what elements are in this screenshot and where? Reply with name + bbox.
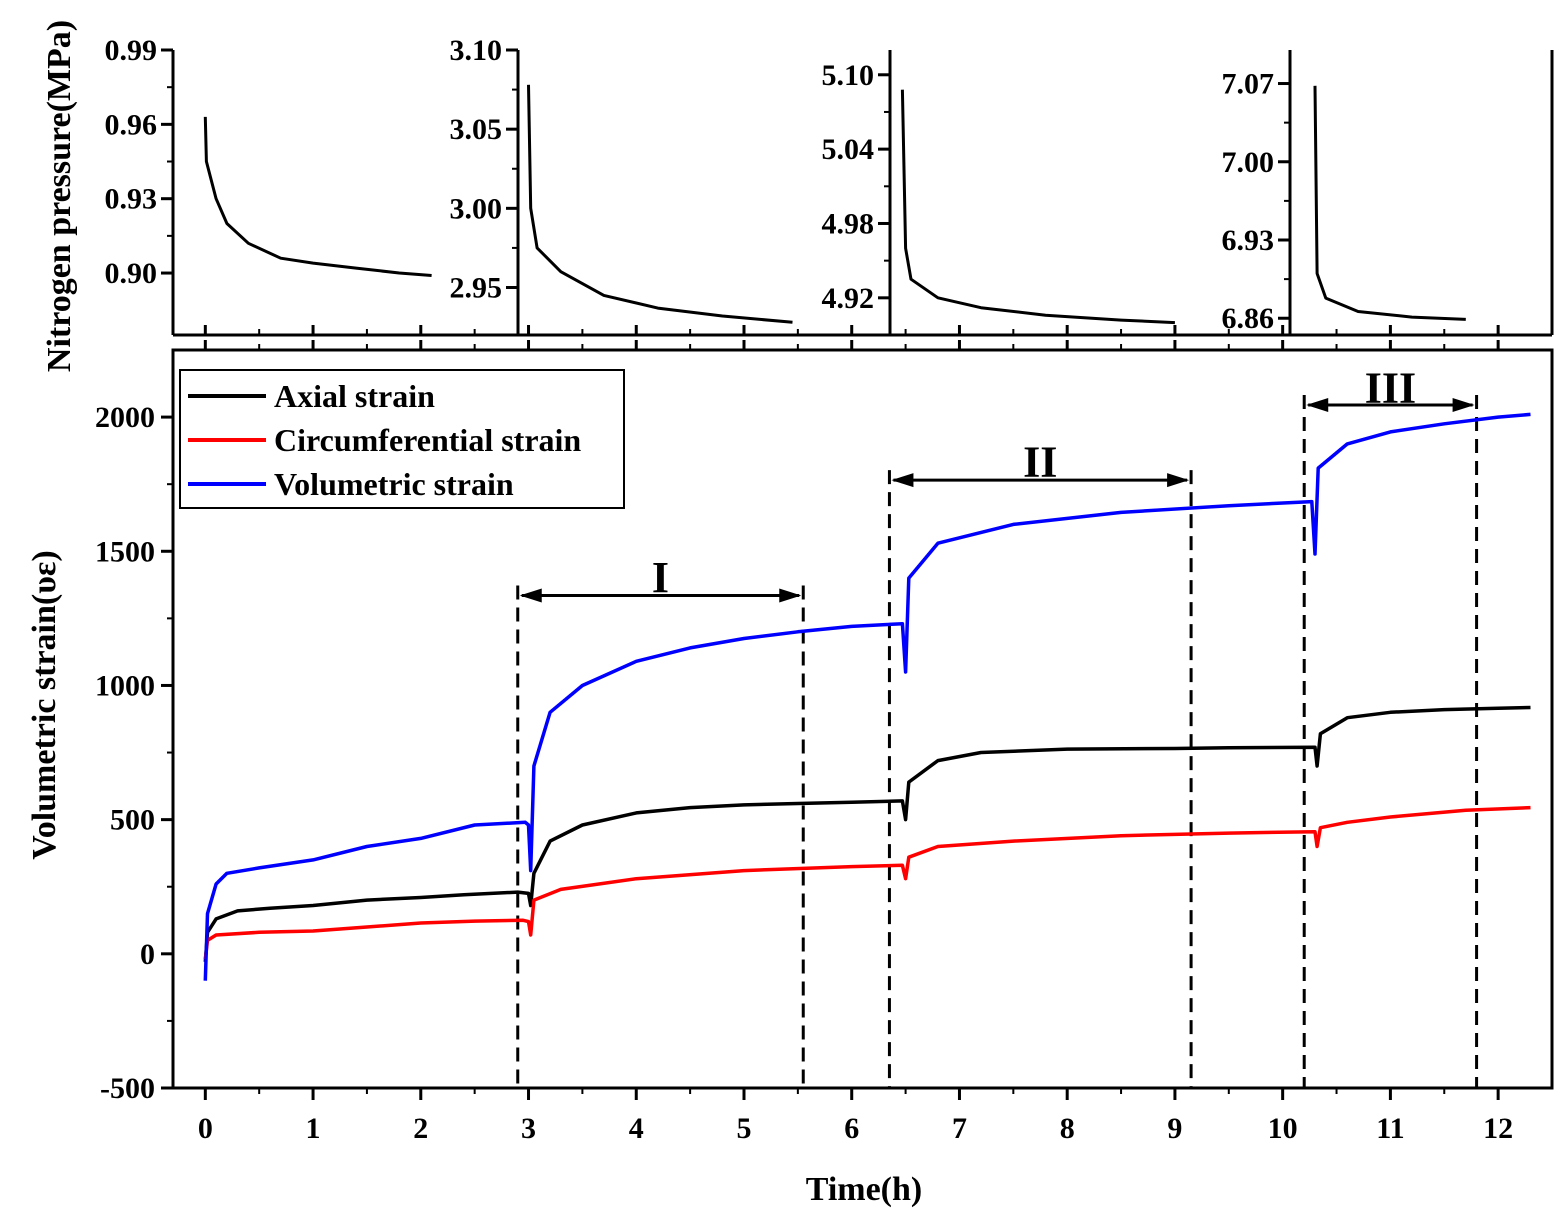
x-tick-label: 0 (198, 1112, 213, 1145)
pressure-panel: 6.86 6.93 7.00 7.07 (1222, 50, 1466, 335)
pressure-y-tick-label: 3.05 (450, 113, 503, 146)
y-tick-label: 0 (140, 938, 155, 971)
y-tick-label: 500 (110, 804, 155, 837)
x-axis-title: Time(h) (806, 1171, 922, 1208)
pressure-panels: 0.90 0.93 0.96 0.99 2.95 3.00 3.05 3.10 4.92 4.98… (105, 34, 1554, 337)
legend-label: Axial strain (274, 378, 435, 414)
x-tick-label: 12 (1483, 1112, 1513, 1145)
pressure-y-tick-label: 7.07 (1222, 68, 1275, 101)
legend: Axial strain Circumferential strain Volume… (179, 369, 625, 509)
stage-label: II (1023, 437, 1057, 486)
legend-label: Circumferential strain (274, 422, 581, 458)
stage-label: III (1365, 364, 1416, 413)
y-axis-title-pressure: Nitrogen pressure(MPa) (41, 20, 78, 372)
x-tick-label: 6 (844, 1112, 859, 1145)
strain-panel: 0 1 2 3 4 5 6 7 8 9 10 11 12-5000500100015002000IIII… (95, 340, 1554, 1145)
stage-arrowhead (1167, 473, 1190, 488)
pressure-y-tick-label: 0.90 (105, 257, 158, 290)
pressure-y-tick-label: 2.95 (450, 272, 503, 305)
stage-arrowhead (1306, 398, 1329, 413)
pressure-y-tick-label: 4.92 (822, 282, 875, 315)
pressure-y-tick-label: 6.93 (1222, 224, 1275, 257)
x-tick-label: 4 (629, 1112, 644, 1145)
pressure-y-tick-label: 5.10 (822, 59, 875, 92)
x-tick-label: 10 (1268, 1112, 1298, 1145)
x-tick-label: 9 (1167, 1112, 1182, 1145)
pressure-panel: 4.92 4.98 5.04 5.10 (822, 50, 1175, 335)
x-tick-label: 1 (306, 1112, 321, 1145)
y-tick-label: 2000 (95, 401, 155, 434)
pressure-y-tick-label: 7.00 (1222, 146, 1275, 179)
pressure-y-tick-label: 4.98 (822, 207, 875, 240)
y-axis-title-strain: Volumetric strain(υε) (26, 550, 63, 859)
pressure-y-tick-label: 0.96 (105, 108, 158, 141)
y-tick-label: -500 (100, 1072, 155, 1105)
stage-arrowhead (779, 588, 802, 603)
y-tick-label: 1500 (95, 535, 155, 568)
x-tick-label: 7 (952, 1112, 967, 1145)
pressure-y-tick-label: 3.10 (450, 34, 503, 67)
x-tick-label: 2 (413, 1112, 428, 1145)
x-tick-label: 11 (1376, 1112, 1404, 1145)
pressure-y-tick-label: 6.86 (1222, 302, 1275, 335)
pressure-line (900, 89, 1175, 325)
pressure-y-tick-label: 3.00 (450, 192, 503, 225)
pressure-y-tick-label: 5.04 (822, 133, 875, 166)
pressure-line (1313, 85, 1466, 321)
y-tick-label: 1000 (95, 669, 155, 702)
stage-label: I (652, 553, 669, 602)
stage-arrowhead (891, 473, 914, 488)
x-tick-label: 3 (521, 1112, 536, 1145)
pressure-line (527, 84, 793, 324)
pressure-panel: 0.90 0.93 0.96 0.99 (105, 34, 432, 335)
series-line (203, 805, 1531, 960)
series-line (203, 705, 1531, 963)
stage-arrowhead (519, 588, 542, 603)
x-tick-label: 5 (736, 1112, 751, 1145)
plot-frame (171, 348, 1554, 1090)
pressure-panel: 2.95 3.00 3.05 3.10 (450, 34, 793, 335)
legend-label: Volumetric strain (274, 466, 514, 502)
series-line (203, 412, 1531, 981)
x-tick-label: 8 (1060, 1112, 1075, 1145)
stage-arrowhead (1452, 398, 1475, 413)
pressure-y-tick-label: 0.93 (105, 183, 158, 216)
pressure-line (203, 116, 432, 277)
pressure-y-tick-label: 0.99 (105, 34, 158, 67)
